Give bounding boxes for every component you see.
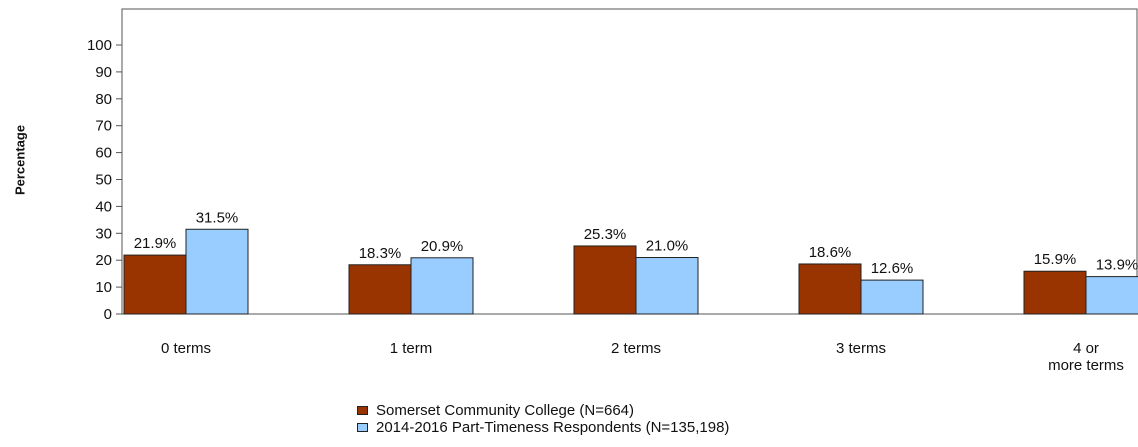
- bar: [798, 263, 862, 315]
- x-tick-label: 3 terms: [836, 340, 886, 357]
- y-tick-label: 40: [95, 198, 112, 215]
- legend: Somerset Community College (N=664) 2014-…: [357, 402, 729, 436]
- y-tick-label: 80: [95, 91, 112, 108]
- y-tick-label: 100: [87, 37, 112, 54]
- data-label: 18.3%: [359, 245, 402, 262]
- y-tick-label: 30: [95, 225, 112, 242]
- y-tick-label: 60: [95, 145, 112, 162]
- data-label: 25.3%: [584, 226, 627, 243]
- bar-chart: 0 10 20 30 40 50 60 70 80 90 100 21.9% 31.5% 0 terms 1…: [87, 8, 1138, 374]
- data-label: 15.9%: [1034, 251, 1077, 268]
- bar: [1085, 276, 1138, 315]
- legend-item-series-1: Somerset Community College (N=664): [357, 402, 729, 419]
- y-tick-label: 0: [104, 306, 112, 323]
- data-label: 31.5%: [196, 209, 239, 226]
- bar: [185, 228, 249, 315]
- x-tick-label: more terms: [1048, 357, 1124, 374]
- y-tick-label: 70: [95, 118, 112, 135]
- y-tick-label: 50: [95, 172, 112, 189]
- bar: [1023, 270, 1087, 315]
- data-label: 13.9%: [1096, 257, 1138, 274]
- y-tick-label: 10: [95, 279, 112, 296]
- data-label: 21.0%: [646, 238, 689, 255]
- legend-item-series-2: 2014-2016 Part-Timeness Respondents (N=1…: [357, 419, 729, 436]
- bar: [635, 257, 699, 315]
- data-label: 20.9%: [421, 238, 464, 255]
- data-label: 21.9%: [134, 235, 177, 252]
- legend-swatch-series-2: [357, 423, 368, 432]
- y-tick-label: 20: [95, 252, 112, 269]
- bar: [860, 279, 924, 315]
- legend-label-series-1: Somerset Community College (N=664): [376, 402, 635, 419]
- x-tick-label: 0 terms: [161, 340, 211, 357]
- x-tick-label: 4 or: [1073, 340, 1099, 357]
- data-label: 18.6%: [809, 244, 852, 261]
- x-tick-label: 1 term: [390, 340, 433, 357]
- bar: [573, 245, 637, 315]
- legend-label-series-2: 2014-2016 Part-Timeness Respondents (N=1…: [376, 419, 730, 436]
- data-label: 12.6%: [871, 260, 914, 277]
- bar: [410, 257, 474, 315]
- x-tick-label: 2 terms: [611, 340, 661, 357]
- legend-swatch-series-1: [357, 406, 368, 415]
- y-tick-label: 90: [95, 64, 112, 81]
- bar: [348, 264, 412, 315]
- bar: [123, 254, 187, 315]
